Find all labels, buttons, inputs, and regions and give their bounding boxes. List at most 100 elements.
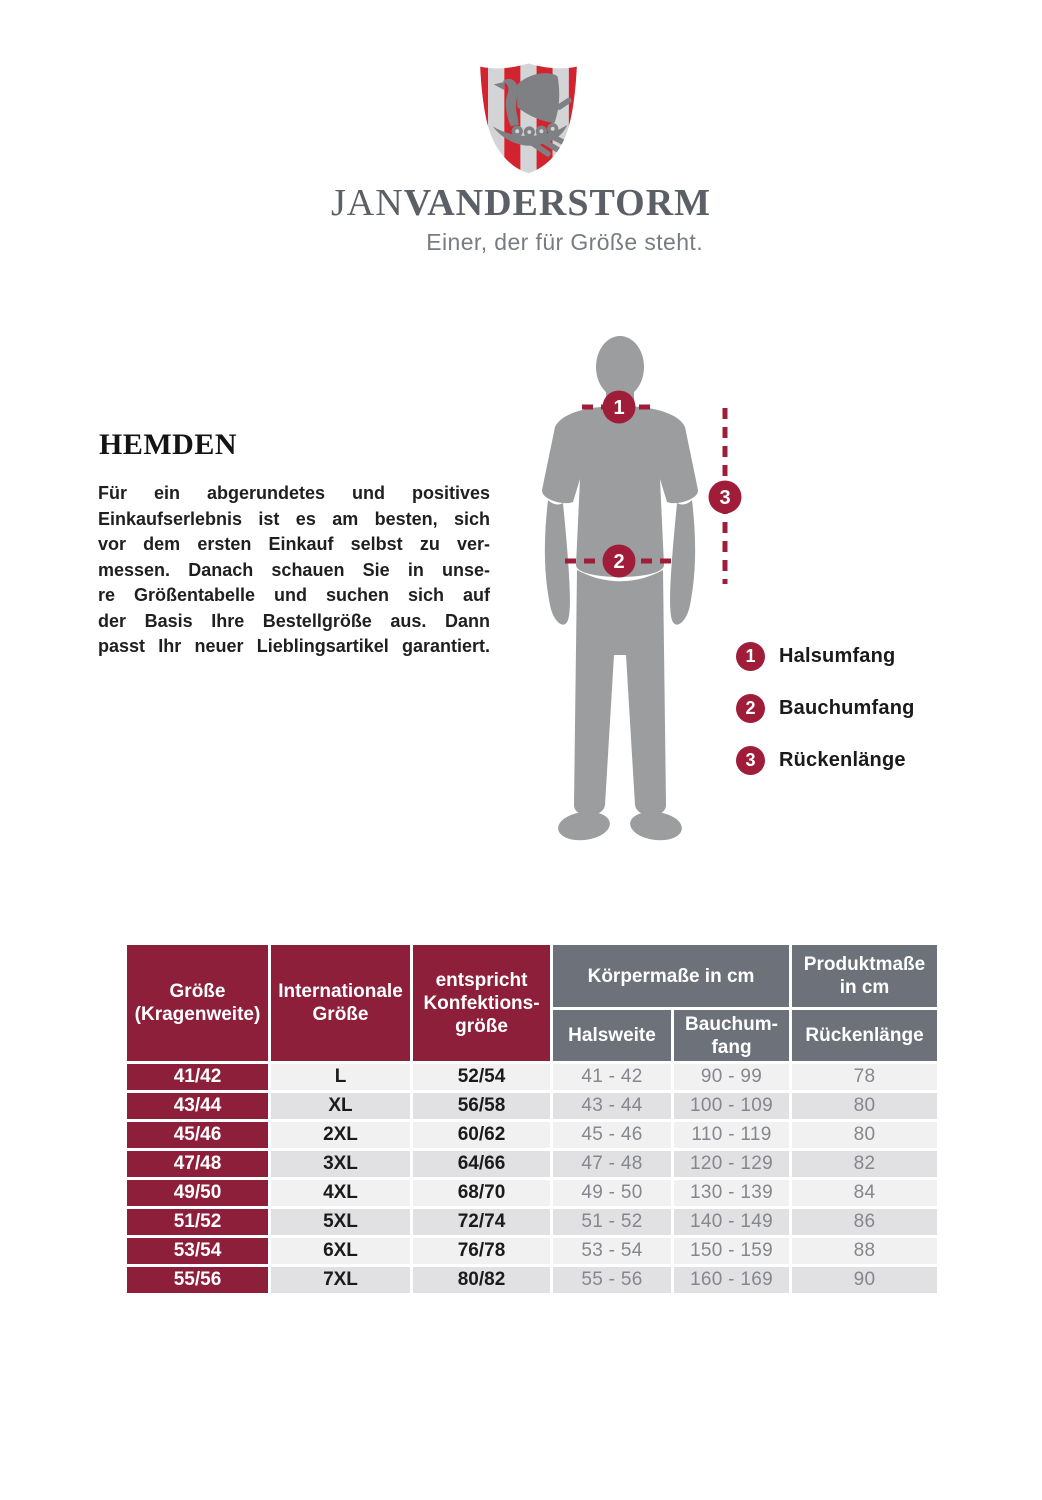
marker-2-badge: [602, 544, 636, 578]
header-bauchumfang: Bauchum- fang: [674, 1010, 790, 1061]
brand-wordmark-jan: JAN: [331, 182, 404, 224]
marker-1-number: 1: [613, 397, 624, 419]
viking-longship-shield-icon: [480, 63, 577, 174]
size-row-41-42: 41/42 L 52/54 41 - 42 90 - 99 78: [127, 1064, 938, 1090]
legend-item-bauchumfang: 2 Bauchumfang: [736, 694, 915, 723]
intro-paragraph-line: Einkaufserlebnis ist es am besten, sich: [98, 508, 490, 529]
brand-tagline: Einer, der für Größe steht.: [426, 229, 703, 255]
cell-ruecken: 78: [792, 1064, 938, 1090]
legend-number-badge: 1: [736, 642, 765, 671]
cell-ruecken: 86: [792, 1209, 938, 1235]
cell-ruecken: 80: [792, 1093, 938, 1119]
cell-bauch: 140 - 149: [674, 1209, 790, 1235]
cell-konf: 80/82: [413, 1267, 550, 1293]
cell-size: 41/42: [127, 1064, 268, 1090]
intro-paragraph-line: vor dem ersten Einkauf selbst zu ver-: [98, 534, 490, 554]
cell-int: 7XL: [271, 1267, 410, 1293]
measure-legend: 1 Halsumfang 2 Bauchumfang 3 Rückenlänge: [736, 642, 915, 775]
cell-ruecken: 80: [792, 1122, 938, 1148]
size-table: Größe (Kragenweite) Internationale Größe…: [124, 942, 940, 1296]
size-row-49-50: 49/50 4XL 68/70 49 - 50 130 - 139 84: [127, 1180, 938, 1206]
intro-paragraph-line: messen. Danach schauen Sie in unse-: [98, 559, 490, 580]
cell-size: 45/46: [127, 1122, 268, 1148]
size-row-55-56: 55/56 7XL 80/82 55 - 56 160 - 169 90: [127, 1267, 938, 1293]
page-title: HEMDEN: [99, 428, 237, 461]
cell-size: 43/44: [127, 1093, 268, 1119]
brand-logo: [472, 57, 585, 178]
cell-hals: 43 - 44: [553, 1093, 671, 1119]
header-group-koerpermasse: Körpermaße in cm: [553, 945, 790, 1007]
legend-number-badge: 3: [736, 746, 765, 775]
legend-label: Rückenlänge: [779, 749, 906, 771]
legend-label: Halsumfang: [779, 645, 896, 667]
cell-size: 55/56: [127, 1267, 268, 1293]
header-size: Größe (Kragenweite): [127, 945, 268, 1061]
cell-konf: 56/58: [413, 1093, 550, 1119]
figure-markers: 1 2 3: [602, 390, 742, 578]
cell-int: 2XL: [271, 1122, 410, 1148]
marker-2-number: 2: [613, 551, 624, 573]
header-rueckenlaenge: Rückenlänge: [792, 1010, 938, 1061]
header-group-produktmasse: Produktmaße in cm: [792, 945, 938, 1007]
cell-bauch: 90 - 99: [674, 1064, 790, 1090]
cell-hals: 41 - 42: [553, 1064, 671, 1090]
man-silhouette: [541, 336, 699, 841]
size-row-51-52: 51/52 5XL 72/74 51 - 52 140 - 149 86: [127, 1209, 938, 1235]
brand-wordmark-vanderstorm: VANDERSTORM: [403, 182, 712, 224]
brand-text-block: JANVANDERSTORM Einer, der für Größe steh…: [331, 182, 710, 256]
intro-paragraph-line: Für ein abgerundetes und positives: [98, 483, 490, 503]
size-row-53-54: 53/54 6XL 76/78 53 - 54 150 - 159 88: [127, 1238, 938, 1264]
cell-hals: 53 - 54: [553, 1238, 671, 1264]
legend-label: Bauchumfang: [779, 697, 915, 719]
header-halsweite: Halsweite: [553, 1010, 671, 1061]
size-row-47-48: 47/48 3XL 64/66 47 - 48 120 - 129 82: [127, 1151, 938, 1177]
brand-wordmark: JANVANDERSTORM: [331, 182, 710, 224]
cell-konf: 68/70: [413, 1180, 550, 1206]
cell-ruecken: 82: [792, 1151, 938, 1177]
cell-bauch: 130 - 139: [674, 1180, 790, 1206]
header-international: Internationale Größe: [271, 945, 410, 1061]
size-table-body: 41/42 L 52/54 41 - 42 90 - 99 78 43/44 XL 56/58 4…: [127, 1064, 938, 1293]
cell-hals: 47 - 48: [553, 1151, 671, 1177]
cell-hals: 51 - 52: [553, 1209, 671, 1235]
marker-1-badge: [602, 390, 636, 424]
cell-size: 47/48: [127, 1151, 268, 1177]
cell-int: 3XL: [271, 1151, 410, 1177]
longship-icon: [493, 73, 572, 157]
cell-bauch: 150 - 159: [674, 1238, 790, 1264]
size-row-43-44: 43/44 XL 56/58 43 - 44 100 - 109 80: [127, 1093, 938, 1119]
cell-bauch: 110 - 119: [674, 1122, 790, 1148]
intro-paragraph-line: passt Ihr neuer Lieblingsartikel garanti…: [98, 636, 490, 656]
header-konfektion: entspricht Konfektions- größe: [413, 945, 550, 1061]
measurement-figure: 1 2 3: [535, 335, 750, 847]
cell-int: 6XL: [271, 1238, 410, 1264]
size-row-45-46: 45/46 2XL 60/62 45 - 46 110 - 119 80: [127, 1122, 938, 1148]
cell-size: 53/54: [127, 1238, 268, 1264]
cell-bauch: 100 - 109: [674, 1093, 790, 1119]
cell-size: 51/52: [127, 1209, 268, 1235]
cell-hals: 49 - 50: [553, 1180, 671, 1206]
cell-bauch: 160 - 169: [674, 1267, 790, 1293]
cell-ruecken: 84: [792, 1180, 938, 1206]
legend-item-rückenlänge: 3 Rückenlänge: [736, 746, 915, 775]
cell-int: 5XL: [271, 1209, 410, 1235]
cell-ruecken: 88: [792, 1238, 938, 1264]
cell-konf: 72/74: [413, 1209, 550, 1235]
legend-item-halsumfang: 1 Halsumfang: [736, 642, 915, 671]
body-silhouette-graphic: 1 2 3: [541, 336, 742, 841]
size-table-header: Größe (Kragenweite) Internationale Größe…: [127, 945, 938, 1061]
cell-int: L: [271, 1064, 410, 1090]
intro-paragraph-line: re Größentabelle und suchen sich auf: [98, 585, 490, 605]
cell-konf: 76/78: [413, 1238, 550, 1264]
legend-number-badge: 2: [736, 694, 765, 723]
shield-stripes: [480, 63, 577, 174]
marker-3-number: 3: [719, 487, 730, 509]
cell-ruecken: 90: [792, 1267, 938, 1293]
cell-bauch: 120 - 129: [674, 1151, 790, 1177]
cell-int: XL: [271, 1093, 410, 1119]
marker-3-badge: [708, 480, 742, 514]
cell-konf: 60/62: [413, 1122, 550, 1148]
intro-paragraph-line: der Basis Ihre Bestellgröße aus. Dann: [98, 610, 490, 631]
cell-hals: 55 - 56: [553, 1267, 671, 1293]
